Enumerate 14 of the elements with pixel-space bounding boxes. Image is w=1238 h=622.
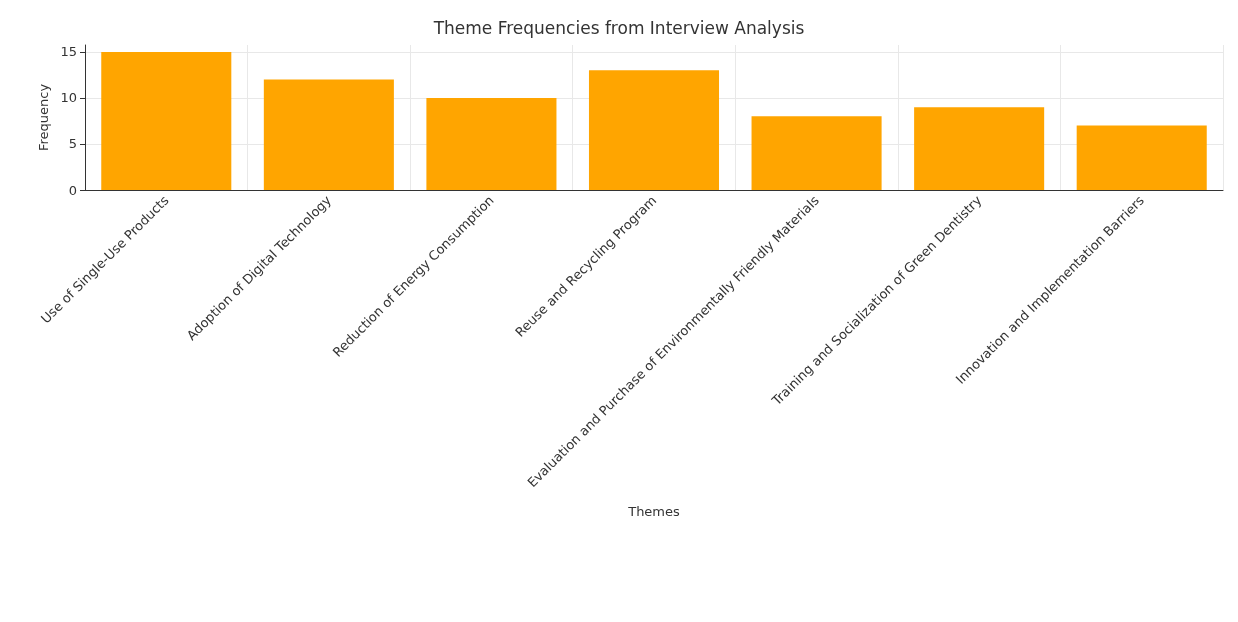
bar: [263, 79, 394, 190]
bar: [751, 116, 882, 190]
bar: [588, 70, 720, 190]
x-axis-title: Themes: [627, 504, 681, 519]
chart-title: Theme Frequencies from Interview Analysis: [432, 17, 805, 38]
y-tick-label: 10: [60, 90, 77, 106]
bar: [101, 51, 232, 190]
y-tick-label: 5: [68, 136, 77, 152]
bar: [426, 97, 557, 190]
y-axis-title: Frequency: [35, 83, 51, 152]
y-tick-label: 15: [60, 44, 77, 60]
y-tick-label: 0: [68, 182, 77, 198]
bar: [914, 107, 1045, 190]
bar: [1076, 125, 1207, 190]
